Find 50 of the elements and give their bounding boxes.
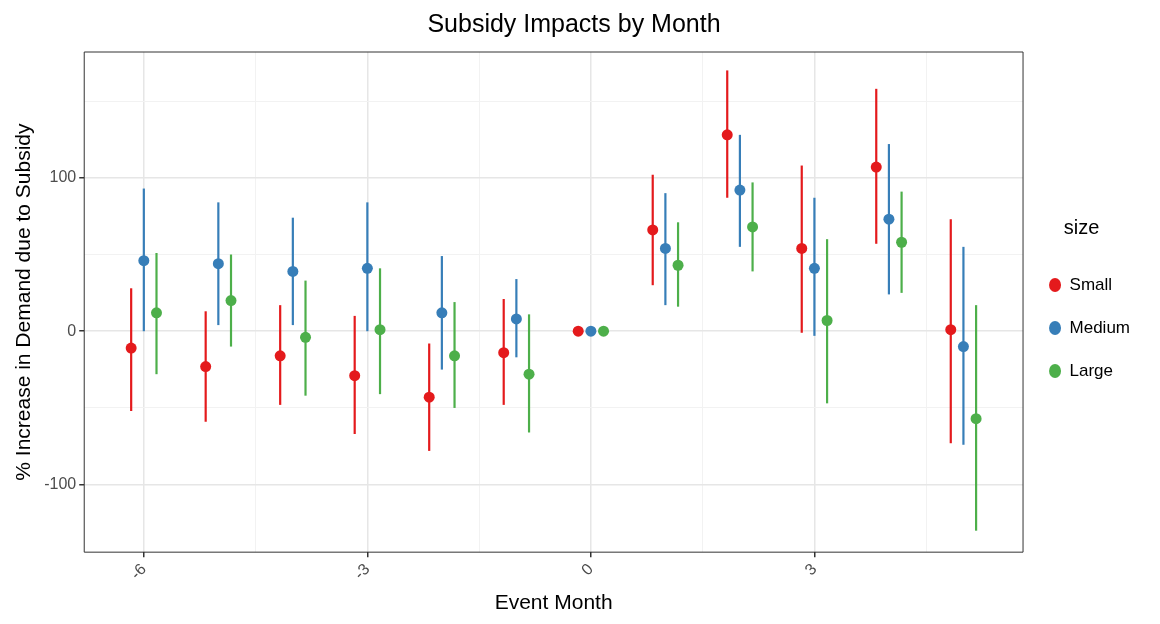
- point: [300, 331, 312, 343]
- point: [870, 161, 882, 173]
- point: [274, 350, 286, 362]
- y-tick-label: 100: [49, 168, 77, 186]
- point: [883, 213, 895, 225]
- point: [647, 224, 659, 236]
- y-tick-label: -100: [44, 475, 77, 493]
- x-tick-label: 3: [801, 560, 820, 579]
- point: [734, 184, 746, 196]
- point: [449, 350, 461, 362]
- point: [572, 325, 584, 337]
- point: [796, 242, 808, 254]
- point: [225, 295, 237, 307]
- point: [151, 307, 162, 319]
- legend-label: Medium: [1069, 317, 1131, 337]
- y-tick-label: 0: [67, 321, 77, 339]
- point: [672, 259, 684, 271]
- point: [957, 341, 969, 353]
- point: [659, 242, 671, 254]
- point: [436, 307, 448, 319]
- point: [808, 262, 820, 274]
- point: [970, 413, 982, 425]
- point: [523, 368, 535, 380]
- point: [423, 391, 435, 403]
- y-axis-title: % Increase in Demand due to Subsidy: [11, 122, 35, 481]
- point: [349, 370, 361, 382]
- point: [498, 347, 510, 359]
- point: [747, 221, 759, 233]
- x-tick-label: -6: [126, 560, 150, 583]
- point: [585, 325, 597, 337]
- point: [212, 258, 224, 270]
- point: [138, 255, 150, 267]
- point: [510, 313, 522, 325]
- x-tick-label: -3: [350, 560, 373, 583]
- point: [200, 361, 212, 373]
- legend-label: Large: [1069, 360, 1114, 380]
- point: [361, 262, 373, 274]
- legend-title: size: [1063, 216, 1100, 239]
- point: [287, 265, 299, 277]
- x-axis-title: Event Month: [494, 590, 613, 614]
- point: [945, 324, 957, 336]
- legend-label: Small: [1069, 274, 1113, 294]
- x-tick-label: 0: [577, 560, 597, 579]
- point: [721, 129, 733, 141]
- point: [598, 325, 610, 337]
- point: [896, 236, 908, 248]
- point: [125, 342, 137, 354]
- chart-title: Subsidy Impacts by Month: [427, 8, 721, 37]
- point: [374, 324, 386, 336]
- point: [821, 314, 833, 326]
